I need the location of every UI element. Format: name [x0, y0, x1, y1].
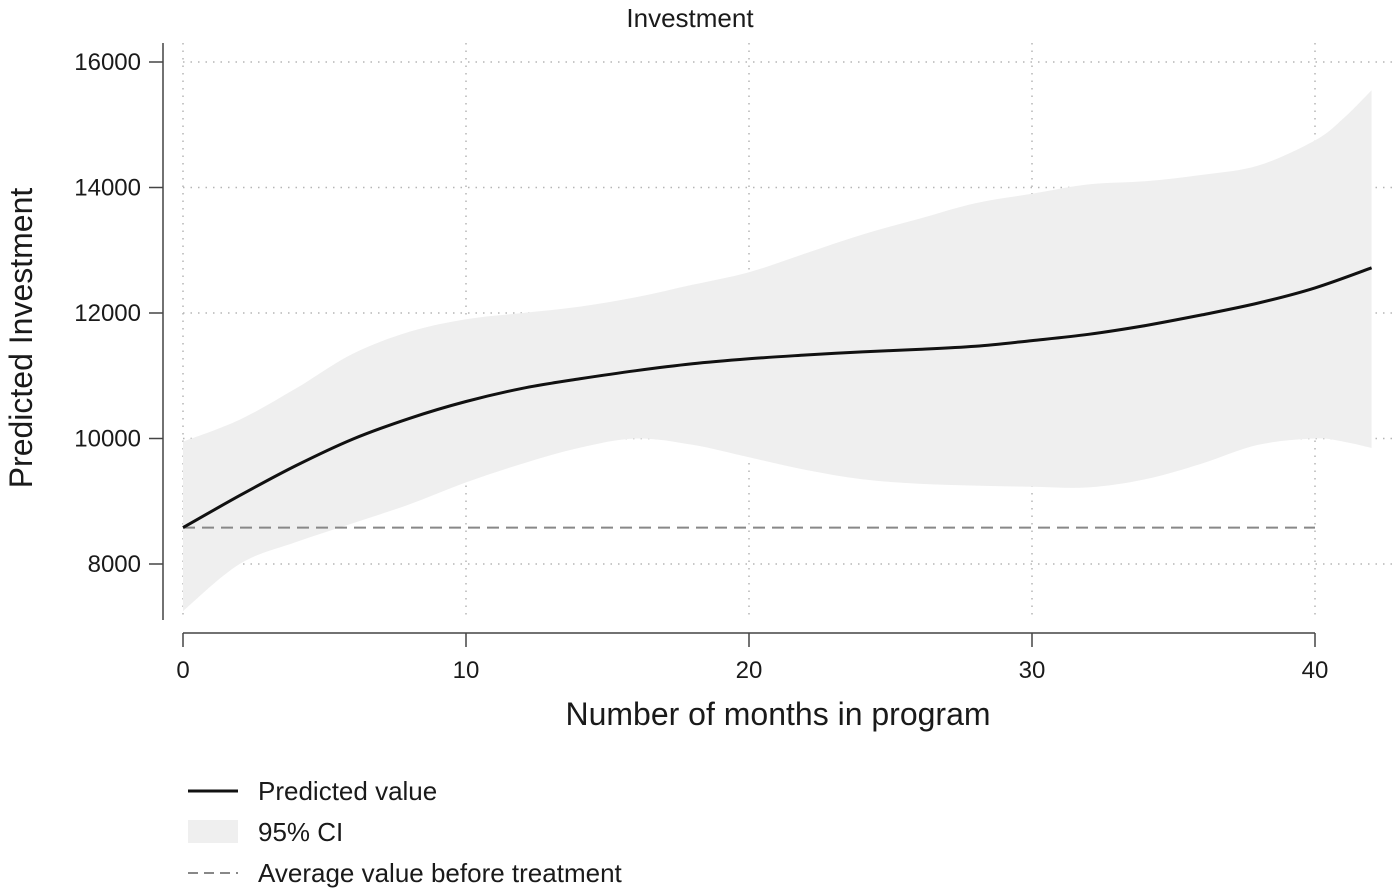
legend-label-predicted: Predicted value — [258, 776, 437, 806]
y-tick-label: 8000 — [88, 551, 141, 578]
x-ticks: 0 10 20 30 40 — [176, 633, 1328, 684]
y-axis-label: Predicted Investment — [3, 188, 39, 489]
x-tick-label: 40 — [1302, 657, 1329, 684]
line-layer — [182, 266, 1373, 529]
predicted-value-line — [182, 266, 1373, 529]
y-tick-label: 14000 — [74, 175, 141, 202]
legend-swatch-ci — [188, 820, 238, 843]
x-tick-label: 0 — [176, 657, 189, 684]
legend-label-ci: 95% CI — [258, 817, 343, 847]
y-ticks: 8000 10000 12000 14000 16000 — [74, 49, 163, 578]
x-axis-label: Number of months in program — [565, 696, 990, 732]
legend-label-average: Average value before treatment — [258, 858, 623, 888]
y-tick-label: 10000 — [74, 426, 141, 453]
legend: Predicted value 95% CI Average value bef… — [188, 776, 623, 888]
y-tick-label: 12000 — [74, 300, 141, 327]
chart-title: Investment — [626, 3, 754, 33]
ci-band-layer — [183, 90, 1372, 612]
x-tick-label: 10 — [453, 657, 480, 684]
y-tick-label: 16000 — [74, 49, 141, 76]
x-tick-label: 30 — [1019, 657, 1046, 684]
ci-band — [183, 90, 1372, 612]
x-tick-label: 20 — [736, 657, 763, 684]
